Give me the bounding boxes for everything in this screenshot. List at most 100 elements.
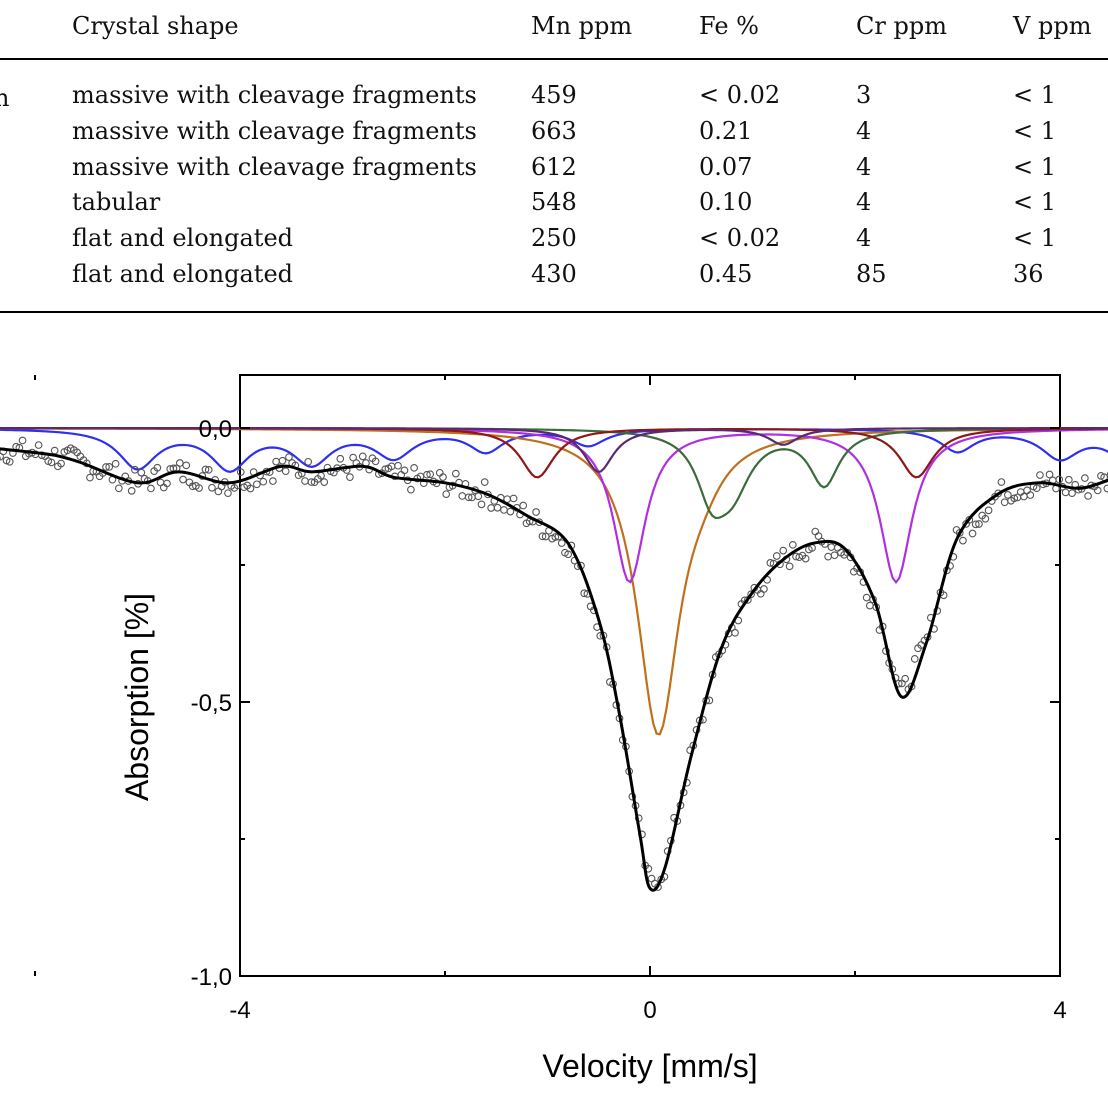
cell-v-ppm: < 1 — [1013, 224, 1057, 253]
data-point — [1036, 471, 1044, 479]
cell-mn-ppm: 612 — [531, 152, 577, 181]
data-point — [423, 470, 431, 479]
cell-fe-percent: < 0.02 — [699, 81, 781, 109]
data-point — [204, 465, 213, 474]
data-point — [195, 484, 203, 492]
cell-crystal-shape: flat and elongated — [72, 224, 294, 253]
data-point — [224, 489, 232, 498]
data-point — [407, 485, 415, 494]
data-point — [538, 532, 547, 541]
cell-v-ppm: < 1 — [1013, 152, 1057, 181]
data-point — [18, 436, 27, 445]
y-tick-label: 0,0 — [199, 416, 232, 443]
cell-mn-ppm: 250 — [531, 224, 577, 253]
data-point — [201, 465, 210, 474]
header-crystal-shape: Crystal shape — [72, 12, 239, 40]
data-point — [217, 482, 226, 491]
data-point — [147, 484, 155, 493]
data-point — [1003, 491, 1012, 499]
data-point — [1032, 484, 1041, 493]
data-point — [1103, 484, 1108, 493]
data-point — [506, 507, 515, 516]
data-point — [564, 550, 573, 559]
header-cr-ppm: Cr ppm — [856, 12, 947, 40]
data-point — [246, 484, 255, 493]
cell-v-ppm: < 1 — [1013, 116, 1057, 145]
data-point — [381, 465, 390, 474]
total-fit-layer — [0, 447, 1108, 892]
data-point — [779, 546, 788, 555]
mossbauer-spectrum-chart: -8-40480,0-0,5-1,0 Velocity [mm/s] Absor… — [0, 374, 1108, 1084]
data-point — [1026, 491, 1035, 499]
table-header-rule — [0, 58, 1108, 60]
cell-cr-ppm: 4 — [856, 224, 872, 253]
data-point — [901, 674, 910, 683]
data-point — [236, 468, 245, 476]
data-point — [1055, 475, 1064, 484]
data-point — [532, 508, 540, 516]
data-point — [760, 585, 768, 593]
data-point — [772, 552, 781, 560]
data-point — [57, 459, 65, 468]
data-point — [519, 501, 528, 510]
data-point — [281, 467, 290, 476]
data-point — [320, 478, 329, 486]
data-point — [426, 470, 435, 479]
x-tick-label: 0 — [643, 997, 656, 1024]
data-point — [269, 477, 277, 485]
cell-fe-percent: 0.21 — [699, 116, 753, 145]
data-point — [975, 520, 983, 528]
data-point — [349, 453, 357, 462]
data-point — [984, 506, 993, 515]
data-point — [731, 628, 739, 637]
data-point — [1106, 471, 1108, 478]
data-point — [788, 540, 797, 549]
data-point — [830, 551, 839, 560]
cell-mn-ppm: 663 — [531, 116, 577, 145]
data-point — [153, 463, 162, 472]
data-point — [253, 480, 261, 489]
data-point — [5, 457, 14, 466]
data-point — [105, 463, 114, 471]
data-point — [304, 457, 313, 466]
data-point — [86, 473, 94, 482]
cell-cr-ppm: 4 — [856, 152, 872, 181]
data-point — [971, 520, 980, 529]
data-point — [480, 478, 489, 486]
axes: -8-40480,0-0,5-1,0 — [34, 375, 1067, 1024]
data-point — [580, 589, 589, 598]
data-point — [127, 487, 136, 495]
cell-cr-ppm: 4 — [856, 188, 872, 217]
cell-fe-percent: 0.10 — [699, 188, 753, 217]
header-mn-ppm: Mn ppm — [531, 12, 633, 40]
table-bottom-rule — [0, 311, 1108, 313]
data-point — [557, 539, 566, 547]
data-point — [179, 475, 187, 484]
data-point — [1084, 492, 1092, 500]
data-point — [50, 446, 59, 455]
data-point — [175, 459, 184, 467]
data-point — [785, 562, 794, 571]
data-point — [766, 559, 775, 567]
data-point — [137, 468, 146, 477]
cell-mn-ppm: 430 — [531, 260, 577, 288]
data-point — [801, 554, 810, 563]
data-point — [182, 461, 191, 470]
cell-fe-percent: 0.07 — [699, 152, 753, 181]
data-point — [131, 465, 139, 474]
data-point — [910, 655, 919, 663]
data-point — [442, 490, 451, 499]
data-point — [439, 473, 447, 481]
data-point — [346, 473, 354, 481]
cell-cr-ppm: 4 — [856, 116, 872, 145]
data-point — [400, 466, 409, 475]
data-point — [981, 514, 990, 523]
cut-off-text-fragment: n — [0, 84, 10, 112]
x-axis-title: Velocity [mm/s] — [542, 1048, 757, 1084]
data-point — [1068, 489, 1076, 498]
data-point — [1081, 474, 1089, 482]
data-point — [47, 458, 56, 467]
cell-v-ppm: < 1 — [1013, 188, 1057, 217]
cell-v-ppm: 36 — [1013, 260, 1044, 288]
data-point — [509, 494, 518, 503]
